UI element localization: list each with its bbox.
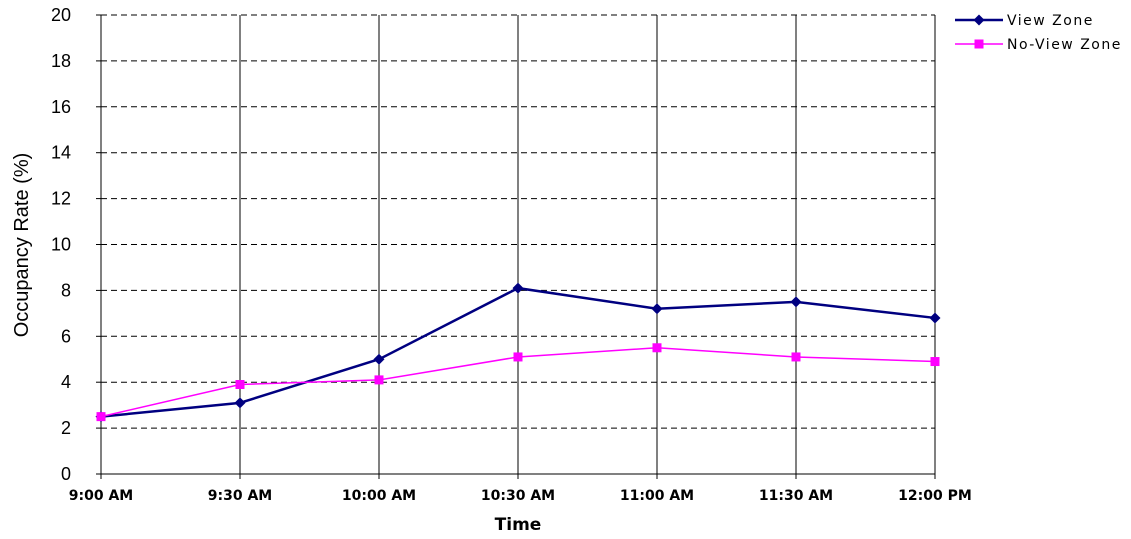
- y-tick-label: 6: [61, 326, 71, 346]
- x-tick-label: 10:30 AM: [481, 488, 555, 504]
- x-axis-title: Time: [495, 515, 542, 535]
- data-point: [790, 296, 802, 308]
- y-tick-label: 20: [51, 5, 71, 25]
- x-tick-label: 9:00 AM: [69, 488, 133, 504]
- data-point: [652, 343, 662, 353]
- data-point: [930, 357, 940, 367]
- data-point: [374, 375, 384, 385]
- axes: [96, 14, 936, 479]
- data-point: [373, 353, 385, 365]
- legend-label: View Zone: [1007, 13, 1094, 29]
- data-point: [235, 379, 245, 389]
- data-point: [929, 312, 941, 324]
- y-axis-title: Occupancy Rate (%): [11, 153, 33, 338]
- y-tick-label: 0: [61, 464, 71, 484]
- y-tick-labels: 0 2 4 6 8 10 12 14 16 18 20: [51, 5, 71, 484]
- legend-item: No-View Zone: [955, 37, 1122, 53]
- grid: [101, 14, 936, 474]
- data-point: [791, 352, 801, 362]
- x-tick-labels: 9:00 AM 9:30 AM 10:00 AM 10:30 AM 11:00 AM 11…: [69, 488, 972, 504]
- series-group: [95, 282, 941, 423]
- legend-label: No-View Zone: [1007, 37, 1122, 53]
- y-tick-label: 14: [51, 143, 71, 163]
- y-tick-label: 12: [51, 189, 71, 209]
- x-tick-label: 9:30 AM: [208, 488, 272, 504]
- y-tick-label: 10: [51, 235, 71, 255]
- data-point: [234, 397, 246, 409]
- y-tick-label: 4: [61, 372, 71, 392]
- legend: View Zone No-View Zone: [955, 13, 1122, 53]
- series-no-view-zone: [96, 343, 940, 422]
- x-tick-label: 10:00 AM: [342, 488, 416, 504]
- legend-marker: [973, 14, 985, 26]
- x-tick-label: 11:00 AM: [620, 488, 694, 504]
- x-tick-label: 11:30 AM: [759, 488, 833, 504]
- data-point: [96, 412, 106, 422]
- y-tick-label: 8: [61, 280, 71, 300]
- y-tick-label: 18: [51, 51, 71, 71]
- y-tick-label: 2: [61, 418, 71, 438]
- legend-marker: [974, 39, 984, 49]
- data-point: [651, 303, 663, 315]
- y-tick-label: 16: [51, 97, 71, 117]
- data-point: [513, 352, 523, 362]
- data-point: [512, 282, 524, 294]
- legend-item: View Zone: [955, 13, 1094, 29]
- x-tick-label: 12:00 PM: [898, 488, 972, 504]
